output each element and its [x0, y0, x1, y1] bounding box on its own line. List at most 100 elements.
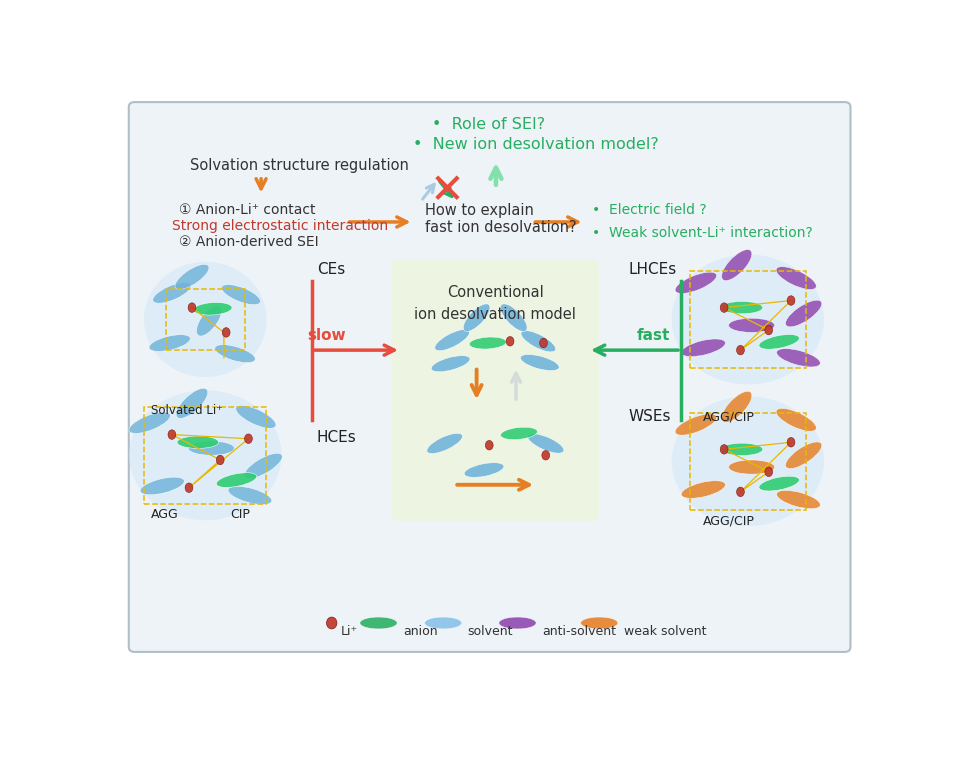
Ellipse shape: [245, 434, 252, 443]
Ellipse shape: [425, 617, 462, 629]
Text: LHCEs: LHCEs: [629, 262, 677, 277]
Bar: [690, 413, 806, 509]
Ellipse shape: [144, 262, 267, 377]
Ellipse shape: [729, 318, 775, 332]
Text: fast: fast: [637, 328, 669, 343]
Ellipse shape: [149, 334, 190, 351]
Ellipse shape: [506, 337, 514, 346]
Ellipse shape: [671, 255, 824, 384]
Text: WSEs: WSEs: [629, 410, 671, 424]
Ellipse shape: [463, 304, 490, 331]
Ellipse shape: [720, 445, 728, 454]
Ellipse shape: [527, 433, 564, 453]
Text: Strong electrostatic interaction: Strong electrostatic interaction: [172, 219, 388, 233]
Ellipse shape: [129, 390, 282, 520]
Ellipse shape: [681, 481, 725, 499]
Ellipse shape: [681, 339, 725, 357]
Ellipse shape: [177, 436, 219, 449]
Ellipse shape: [785, 300, 822, 327]
Ellipse shape: [777, 490, 820, 509]
Ellipse shape: [499, 617, 536, 629]
Text: fast ion desolvation?: fast ion desolvation?: [425, 220, 576, 235]
Text: anion: anion: [403, 625, 437, 638]
Text: ① Anion-Li⁺ contact: ① Anion-Li⁺ contact: [179, 203, 316, 217]
Ellipse shape: [129, 412, 171, 433]
Text: •  Weak solvent-Li⁺ interaction?: • Weak solvent-Li⁺ interaction?: [592, 225, 812, 239]
Ellipse shape: [787, 437, 795, 447]
Ellipse shape: [785, 442, 822, 469]
Ellipse shape: [542, 450, 550, 460]
Text: Conventional: Conventional: [447, 285, 544, 301]
Ellipse shape: [501, 427, 537, 439]
Ellipse shape: [427, 433, 462, 453]
Bar: [690, 271, 806, 368]
Ellipse shape: [464, 463, 503, 477]
Ellipse shape: [152, 282, 191, 303]
Text: solvent: solvent: [468, 625, 513, 638]
Bar: [166, 288, 245, 350]
Ellipse shape: [222, 285, 261, 304]
Ellipse shape: [729, 460, 775, 474]
Ellipse shape: [759, 334, 799, 349]
Ellipse shape: [776, 267, 816, 289]
Ellipse shape: [737, 487, 744, 496]
Text: ion desolvation model: ion desolvation model: [414, 308, 576, 322]
Ellipse shape: [432, 356, 470, 372]
Text: HCEs: HCEs: [316, 430, 357, 445]
Ellipse shape: [671, 397, 824, 526]
Ellipse shape: [675, 414, 716, 435]
Ellipse shape: [721, 443, 762, 456]
Ellipse shape: [722, 391, 752, 423]
Ellipse shape: [521, 331, 555, 352]
Ellipse shape: [360, 617, 397, 629]
Text: AGG/CIP: AGG/CIP: [703, 410, 755, 423]
Ellipse shape: [501, 304, 527, 331]
Ellipse shape: [188, 303, 196, 312]
Ellipse shape: [197, 305, 222, 336]
FancyBboxPatch shape: [391, 259, 598, 522]
Ellipse shape: [765, 325, 773, 335]
Ellipse shape: [215, 344, 255, 363]
Ellipse shape: [787, 296, 795, 305]
Ellipse shape: [245, 453, 282, 479]
Text: weak solvent: weak solvent: [623, 625, 706, 638]
Ellipse shape: [776, 408, 816, 431]
Ellipse shape: [737, 345, 744, 355]
Text: •  New ion desolvation model?: • New ion desolvation model?: [413, 137, 659, 152]
Ellipse shape: [469, 337, 506, 349]
Ellipse shape: [326, 617, 337, 629]
Ellipse shape: [217, 472, 257, 487]
Ellipse shape: [759, 476, 799, 491]
Ellipse shape: [765, 467, 773, 476]
Text: anti-solvent: anti-solvent: [542, 625, 616, 638]
Ellipse shape: [194, 302, 232, 315]
Ellipse shape: [188, 441, 234, 456]
Text: CIP: CIP: [230, 508, 249, 521]
Text: ② Anion-derived SEI: ② Anion-derived SEI: [179, 235, 319, 249]
Ellipse shape: [521, 354, 559, 370]
Ellipse shape: [217, 456, 224, 465]
Ellipse shape: [168, 430, 175, 439]
Ellipse shape: [485, 440, 493, 450]
Text: ✕: ✕: [430, 170, 464, 212]
Text: CEs: CEs: [316, 262, 345, 277]
Ellipse shape: [140, 477, 184, 495]
Ellipse shape: [721, 301, 762, 314]
Text: Li⁺: Li⁺: [340, 625, 358, 638]
Ellipse shape: [720, 303, 728, 312]
Ellipse shape: [228, 486, 271, 505]
Ellipse shape: [540, 338, 548, 347]
Ellipse shape: [175, 265, 209, 289]
Ellipse shape: [434, 330, 469, 351]
Ellipse shape: [222, 328, 230, 337]
Ellipse shape: [675, 272, 716, 294]
FancyBboxPatch shape: [129, 102, 851, 652]
Text: AGG/CIP: AGG/CIP: [703, 515, 755, 528]
Text: AGG: AGG: [152, 508, 178, 521]
Text: •  Electric field ?: • Electric field ?: [592, 203, 707, 217]
Text: Solvated Li⁺: Solvated Li⁺: [152, 404, 222, 417]
Text: Solvation structure regulation: Solvation structure regulation: [191, 158, 409, 173]
Text: How to explain: How to explain: [425, 202, 533, 218]
Ellipse shape: [722, 249, 752, 281]
Ellipse shape: [236, 406, 276, 428]
